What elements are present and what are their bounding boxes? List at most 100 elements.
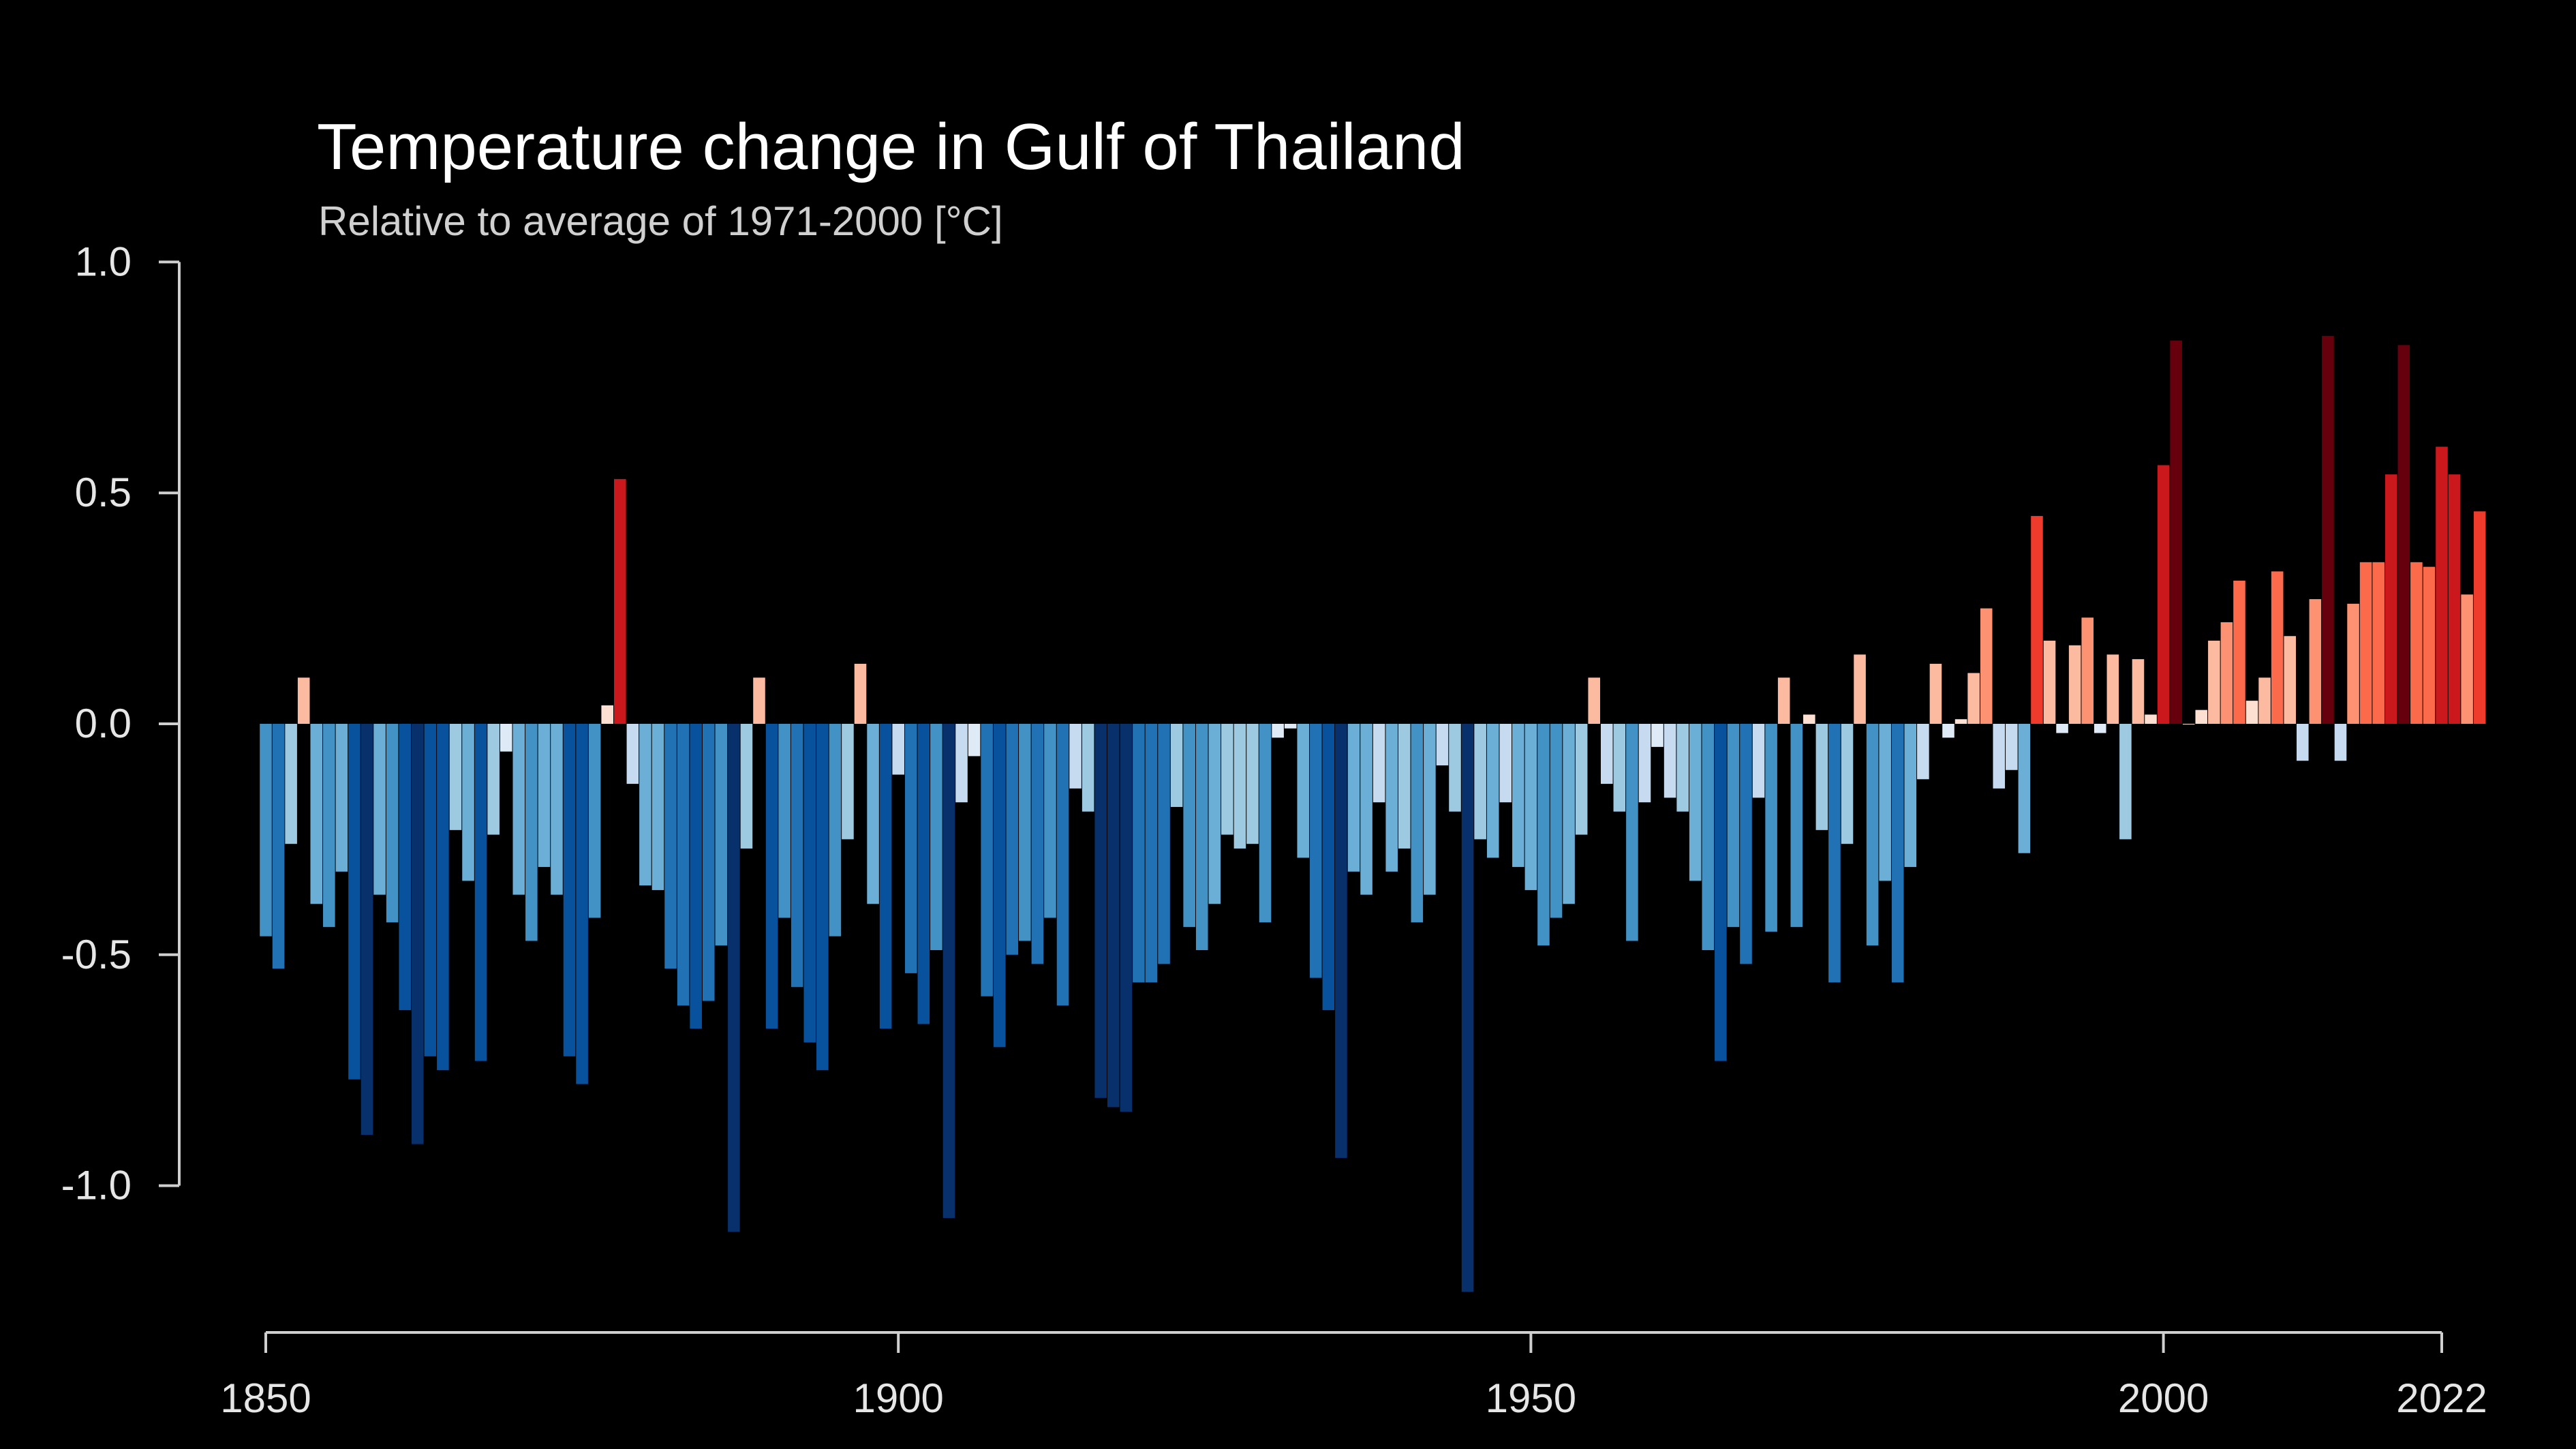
bar-1868 <box>487 724 500 835</box>
x-axis-ticks: 1850 1900 1950 2000 2022 <box>220 1332 2487 1421</box>
x-tick-label: 1900 <box>853 1375 943 1421</box>
bar-1951 <box>1537 724 1550 946</box>
bar-1887 <box>728 724 740 1232</box>
bar-1923 <box>1183 724 1195 928</box>
bar-1886 <box>715 724 728 946</box>
bar-2016 <box>2359 562 2372 724</box>
bar-1892 <box>791 724 803 988</box>
bar-1894 <box>816 724 829 1071</box>
bar-1904 <box>942 724 955 1219</box>
bar-1859 <box>373 724 386 895</box>
bar-2018 <box>2385 474 2397 724</box>
bar-1917 <box>1107 724 1120 1108</box>
bar-1966 <box>1727 724 1740 928</box>
bar-1974 <box>1828 724 1841 983</box>
bar-1977 <box>1866 724 1879 946</box>
bar-1933 <box>1310 724 1322 978</box>
bar-1924 <box>1195 724 1208 951</box>
bar-1890 <box>765 724 778 1029</box>
bar-1949 <box>1512 724 1524 868</box>
bar-2004 <box>2208 641 2220 724</box>
bar-1865 <box>449 724 462 830</box>
bar-1946 <box>1474 724 1486 840</box>
bar-1980 <box>1904 724 1917 868</box>
bar-1973 <box>1815 724 1828 830</box>
bar-1998 <box>2132 659 2145 724</box>
bar-1870 <box>512 724 525 895</box>
bar-1920 <box>1145 724 1158 983</box>
bar-1872 <box>538 724 551 868</box>
x-tick-label: 1850 <box>220 1375 311 1421</box>
bar-1911 <box>1031 724 1044 964</box>
bar-1878 <box>614 478 626 724</box>
bar-2007 <box>2245 701 2258 724</box>
bar-1918 <box>1120 724 1133 1112</box>
bar-1929 <box>1259 724 1272 923</box>
bar-2011 <box>2297 724 2309 761</box>
bar-1976 <box>1854 654 1866 724</box>
bar-1953 <box>1563 724 1575 904</box>
bar-1990 <box>2031 516 2043 724</box>
bar-1964 <box>1702 724 1715 951</box>
bar-1962 <box>1676 724 1689 812</box>
y-tick-label: -1.0 <box>61 1163 132 1208</box>
bar-1995 <box>2094 724 2106 733</box>
bar-1921 <box>1158 724 1170 964</box>
bar-1989 <box>2018 724 2031 853</box>
bar-1867 <box>474 724 487 1061</box>
bar-1991 <box>2043 641 2056 724</box>
bar-1978 <box>1879 724 1891 881</box>
bar-1888 <box>740 724 753 849</box>
bar-1852 <box>285 724 297 844</box>
bar-1915 <box>1082 724 1094 812</box>
bar-1900 <box>892 724 904 775</box>
bar-1952 <box>1550 724 1563 918</box>
bar-2003 <box>2195 710 2208 724</box>
bar-1895 <box>829 724 842 936</box>
bar-1881 <box>651 724 664 890</box>
bar-1944 <box>1449 724 1461 812</box>
bar-2012 <box>2309 599 2322 724</box>
bar-1874 <box>563 724 576 1056</box>
bar-1983 <box>1942 724 1954 738</box>
bar-1927 <box>1233 724 1246 849</box>
y-axis-ticks: 1.0 0.5 0.0 -0.5 -1.0 <box>61 239 179 1208</box>
bar-1891 <box>778 724 791 918</box>
bar-2015 <box>2347 603 2359 724</box>
bar-1947 <box>1486 724 1499 858</box>
bar-1913 <box>1056 724 1069 1006</box>
bar-2025 <box>2473 511 2486 724</box>
bar-1866 <box>462 724 474 881</box>
bar-1851 <box>272 724 285 969</box>
bar-1959 <box>1638 724 1651 803</box>
x-tick-label: 1950 <box>1486 1375 1576 1421</box>
bar-1879 <box>626 724 639 784</box>
bar-1869 <box>500 724 512 752</box>
bar-1875 <box>576 724 588 1084</box>
bar-2014 <box>2334 724 2347 761</box>
bar-1996 <box>2106 654 2119 724</box>
bar-2021 <box>2423 566 2436 724</box>
bar-1935 <box>1335 724 1347 1158</box>
bar-1873 <box>551 724 563 895</box>
bar-1943 <box>1436 724 1449 765</box>
bar-1897 <box>854 663 867 724</box>
bar-1855 <box>323 724 335 928</box>
bar-1893 <box>803 724 816 1043</box>
x-tick-label: 2000 <box>2118 1375 2209 1421</box>
bar-1912 <box>1044 724 1056 918</box>
bar-2008 <box>2258 677 2271 724</box>
bar-1972 <box>1803 714 1815 724</box>
bar-1861 <box>399 724 411 1011</box>
bar-1939 <box>1385 724 1398 872</box>
bar-2001 <box>2170 340 2182 724</box>
bar-1909 <box>1006 724 1019 955</box>
bar-1880 <box>639 724 651 886</box>
bar-1936 <box>1347 724 1360 872</box>
bar-1968 <box>1752 724 1765 798</box>
bar-2023 <box>2448 474 2461 724</box>
bar-1906 <box>968 724 981 757</box>
bar-1871 <box>525 724 538 941</box>
bar-1902 <box>917 724 930 1024</box>
